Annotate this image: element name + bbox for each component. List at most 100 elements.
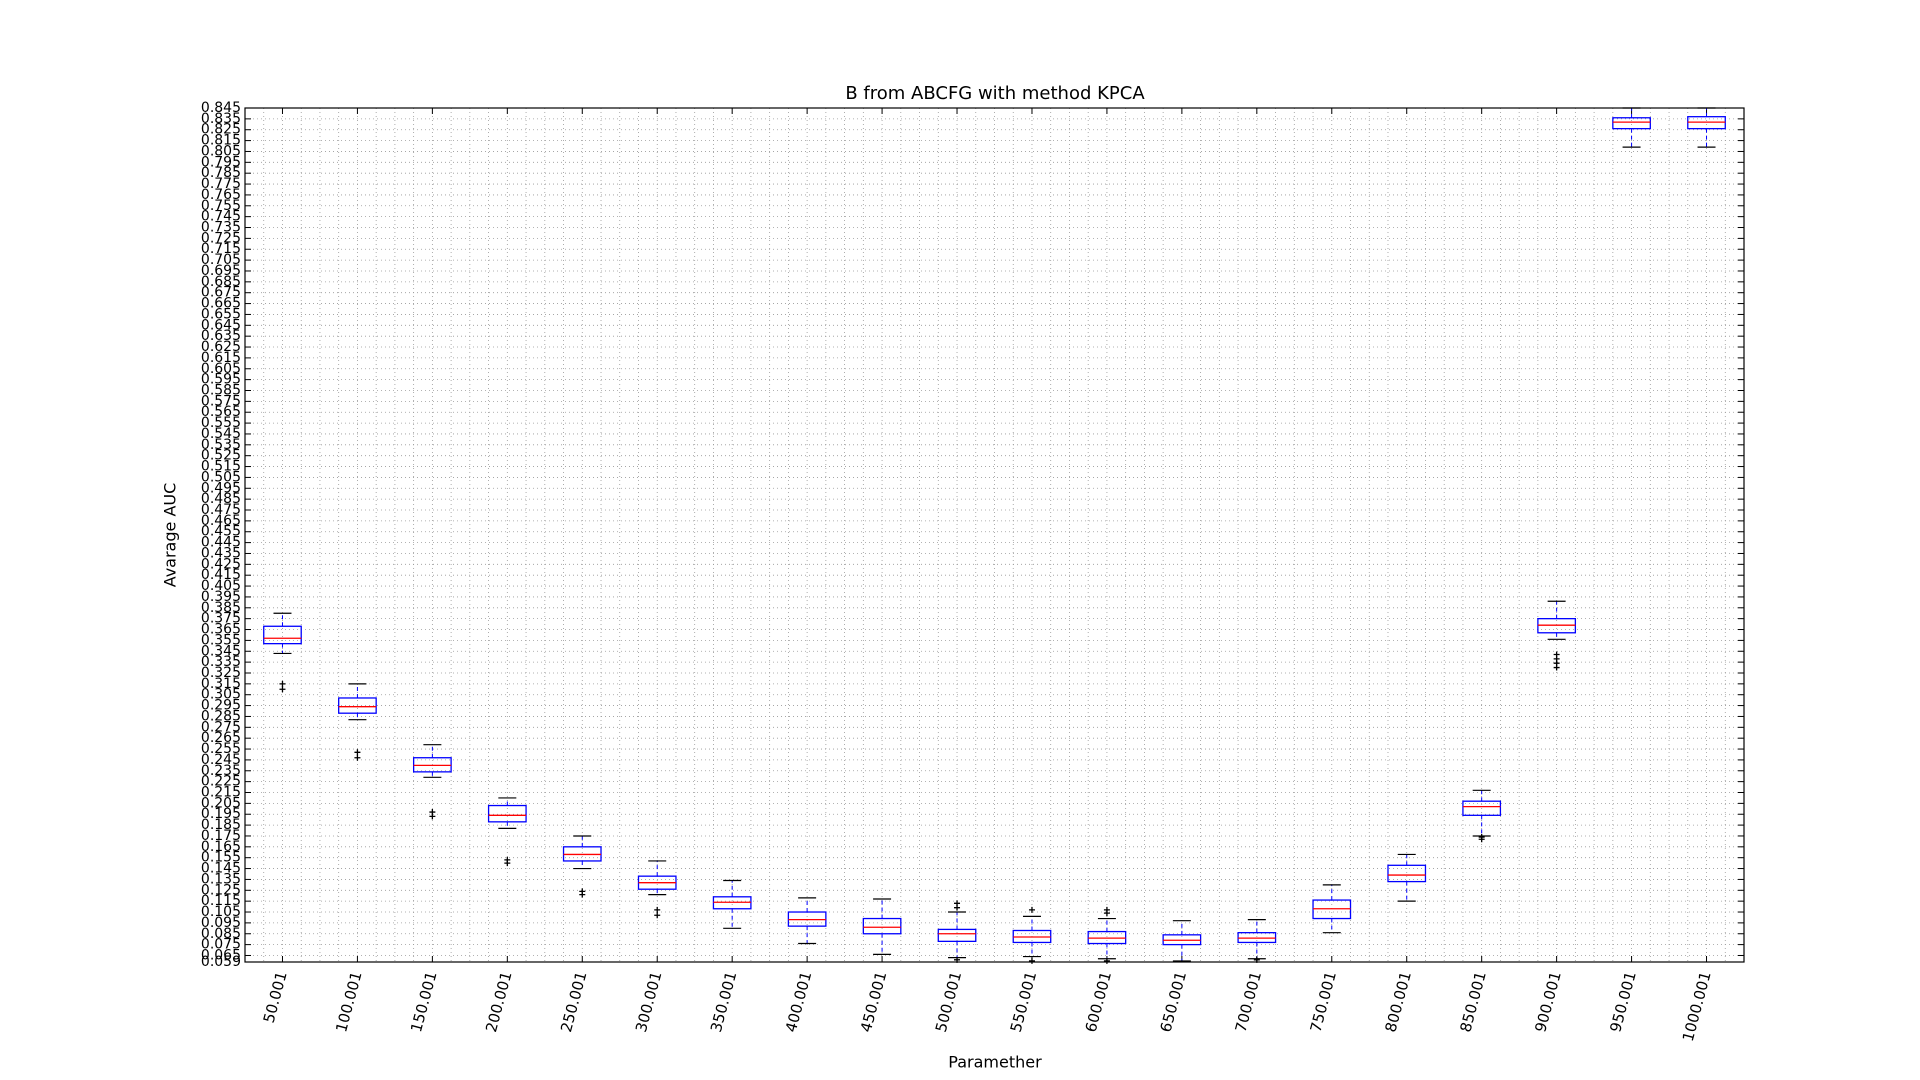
y-tick-label: 0.545 — [201, 426, 241, 442]
y-tick-label: 0.745 — [201, 209, 241, 225]
y-tick-label: 0.725 — [201, 230, 241, 246]
x-tick-label: 100.001 — [332, 970, 365, 1035]
x-tick-label: 800.001 — [1381, 970, 1414, 1035]
y-tick-label: 0.765 — [201, 187, 241, 203]
y-tick-label: 0.115 — [201, 893, 241, 909]
y-tick-label: 0.405 — [201, 578, 241, 594]
x-tick-label: 400.001 — [782, 970, 815, 1035]
flier — [1028, 957, 1035, 964]
y-tick-label: 0.375 — [201, 611, 241, 627]
x-tick-label: 250.001 — [557, 970, 590, 1035]
y-tick-label: 0.425 — [201, 556, 241, 572]
y-tick-label: 0.315 — [201, 676, 241, 692]
y-tick-label: 0.655 — [201, 306, 241, 322]
y-tick-label: 0.555 — [201, 415, 241, 431]
y-tick-label: 0.265 — [201, 730, 241, 746]
y-tick-label: 0.435 — [201, 545, 241, 561]
plot-frame — [244, 107, 1745, 963]
y-tick-label: 0.295 — [201, 698, 241, 714]
y-tick-label: 0.105 — [201, 904, 241, 920]
y-tick-label: 0.125 — [201, 882, 241, 898]
flier — [354, 754, 361, 761]
y-tick-label: 0.525 — [201, 448, 241, 464]
y-tick-label: 0.145 — [201, 861, 241, 877]
x-tick-label: 700.001 — [1232, 970, 1265, 1035]
y-tick-label: 0.695 — [201, 263, 241, 279]
y-tick-label: 0.565 — [201, 404, 241, 420]
y-tick-label: 0.335 — [201, 654, 241, 670]
x-tick-label: 200.001 — [482, 970, 515, 1035]
flier — [954, 904, 961, 911]
y-tick-label: 0.059 — [201, 954, 241, 970]
y-tick-label: 0.185 — [201, 817, 241, 833]
y-tick-label: 0.165 — [201, 839, 241, 855]
y-tick-label: 0.325 — [201, 665, 241, 681]
y-tick-label: 0.785 — [201, 165, 241, 181]
x-tick-label: 850.001 — [1456, 970, 1489, 1035]
box — [1462, 800, 1502, 816]
y-tick-label: 0.095 — [201, 915, 241, 931]
y-tick-label: 0.795 — [201, 154, 241, 170]
y-tick-label: 0.395 — [201, 589, 241, 605]
y-tick-label: 0.275 — [201, 719, 241, 735]
y-tick-label: 0.595 — [201, 372, 241, 388]
flier — [1028, 906, 1035, 913]
y-tick-label: 0.355 — [201, 632, 241, 648]
x-tick-label: 50.001 — [260, 970, 291, 1025]
y-tick-label: 0.735 — [201, 220, 241, 236]
x-tick-label: 1000.001 — [1679, 970, 1715, 1044]
box — [937, 928, 977, 943]
y-tick-label: 0.845 — [201, 100, 241, 116]
y-tick-label: 0.455 — [201, 524, 241, 540]
y-tick-label: 0.505 — [201, 469, 241, 485]
flier — [504, 860, 511, 867]
y-tick-label: 0.835 — [201, 111, 241, 127]
y-tick-label: 0.605 — [201, 361, 241, 377]
x-tick-label: 450.001 — [857, 970, 890, 1035]
flier — [354, 749, 361, 756]
y-tick-label: 0.155 — [201, 850, 241, 866]
y-tick-label: 0.345 — [201, 643, 241, 659]
box — [263, 625, 302, 645]
y-tick-label: 0.285 — [201, 708, 241, 724]
x-tick-label: 300.001 — [632, 970, 665, 1035]
y-tick-label: 0.445 — [201, 535, 241, 551]
y-tick-label: 0.705 — [201, 252, 241, 268]
y-tick-label: 0.535 — [201, 437, 241, 453]
y-tick-label: 0.085 — [201, 926, 241, 942]
y-tick-label: 0.245 — [201, 752, 241, 768]
y-axis-label: Avarage AUC — [161, 483, 180, 588]
x-tick-label: 350.001 — [707, 970, 740, 1035]
box — [338, 697, 377, 714]
flier — [279, 686, 286, 693]
y-tick-label: 0.515 — [201, 459, 241, 475]
y-tick-label: 0.615 — [201, 350, 241, 366]
chart-title: B from ABCFG with method KPCA — [845, 83, 1145, 104]
y-tick-label: 0.225 — [201, 774, 241, 790]
y-tick-label: 0.625 — [201, 339, 241, 355]
x-tick-label: 750.001 — [1307, 970, 1340, 1035]
y-tick-label: 0.255 — [201, 741, 241, 757]
x-tick-label: 650.001 — [1157, 970, 1190, 1035]
x-tick-label: 600.001 — [1082, 970, 1115, 1035]
y-tick-label: 0.715 — [201, 241, 241, 257]
flier — [279, 680, 286, 687]
y-tick-label: 0.175 — [201, 828, 241, 844]
y-tick-label: 0.195 — [201, 806, 241, 822]
box — [1387, 864, 1427, 883]
box — [862, 917, 902, 935]
x-tick-label: 550.001 — [1007, 970, 1040, 1035]
y-tick-label: 0.475 — [201, 502, 241, 518]
y-tick-label: 0.075 — [201, 937, 241, 953]
y-tick-label: 0.825 — [201, 122, 241, 138]
y-tick-label: 0.585 — [201, 382, 241, 398]
box — [487, 804, 527, 823]
flier — [429, 813, 436, 820]
flier — [954, 956, 961, 963]
y-tick-label: 0.635 — [201, 328, 241, 344]
x-tick-label: 500.001 — [932, 970, 965, 1035]
y-tick-label: 0.755 — [201, 198, 241, 214]
y-tick-label: 0.575 — [201, 393, 241, 409]
box — [1612, 117, 1651, 130]
